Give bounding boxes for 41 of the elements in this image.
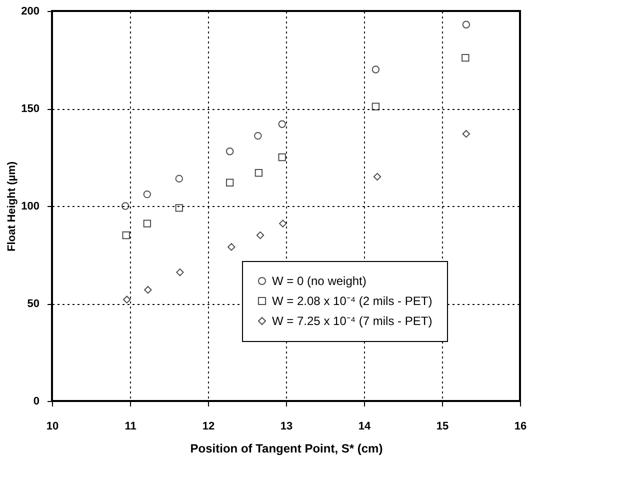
y-axis-title: Float Height (µm) [6, 161, 18, 252]
point [373, 172, 382, 181]
point [175, 174, 183, 183]
point [254, 132, 262, 140]
point [462, 20, 470, 28]
point [226, 148, 234, 156]
point [144, 286, 152, 294]
legend-label: W = 7.25 x 10⁻⁴ (7 mils - PET) [272, 314, 432, 328]
point [278, 153, 286, 162]
point [462, 54, 470, 62]
point [372, 102, 380, 110]
legend-label: W = 2.08 x 10⁻⁴ (2 mils - PET) [272, 294, 432, 308]
x-tick-label: 15 [436, 420, 449, 432]
point [462, 130, 470, 138]
y-tick-label: 0 [33, 396, 40, 408]
point [176, 268, 184, 276]
x-tick-label: 14 [358, 420, 372, 432]
x-axis-title: Position of Tangent Point, S* (cm) [190, 442, 383, 456]
legend-label: W = 0 (no weight) [272, 274, 366, 288]
x-tick-label: 12 [202, 420, 215, 432]
y-tick-label: 100 [21, 200, 40, 212]
point [122, 231, 130, 240]
point [121, 202, 130, 210]
x-tick-label: 11 [124, 420, 136, 432]
x-tick-label: 10 [46, 420, 59, 432]
y-tick-label: 200 [21, 6, 40, 18]
y-tick-label: 50 [27, 298, 40, 310]
point [228, 243, 236, 251]
point [256, 231, 264, 240]
point [226, 178, 234, 186]
x-tick-label: 13 [280, 420, 293, 432]
y-tick-label: 150 [21, 103, 40, 115]
point [143, 190, 152, 198]
point [175, 204, 183, 212]
point [278, 120, 286, 128]
point [254, 168, 263, 177]
point [372, 66, 380, 74]
point [123, 296, 131, 304]
point [279, 220, 287, 228]
x-tick-label: 16 [514, 420, 527, 432]
point [143, 220, 152, 228]
